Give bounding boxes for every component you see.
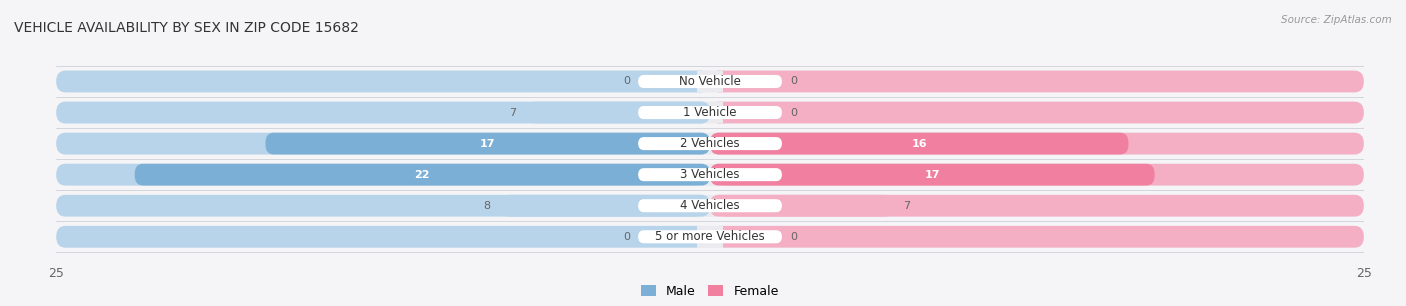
- FancyBboxPatch shape: [135, 164, 710, 185]
- FancyBboxPatch shape: [710, 164, 1364, 185]
- FancyBboxPatch shape: [710, 71, 1364, 92]
- FancyBboxPatch shape: [710, 195, 1364, 217]
- Text: 17: 17: [925, 170, 941, 180]
- FancyBboxPatch shape: [638, 75, 782, 88]
- FancyBboxPatch shape: [638, 168, 782, 181]
- Text: 1 Vehicle: 1 Vehicle: [683, 106, 737, 119]
- FancyBboxPatch shape: [710, 133, 1129, 155]
- FancyBboxPatch shape: [56, 71, 1364, 92]
- FancyBboxPatch shape: [638, 137, 782, 150]
- Text: 3 Vehicles: 3 Vehicles: [681, 168, 740, 181]
- FancyBboxPatch shape: [697, 102, 723, 123]
- FancyBboxPatch shape: [56, 164, 710, 185]
- Text: 0: 0: [623, 76, 630, 87]
- FancyBboxPatch shape: [710, 195, 893, 217]
- Text: 0: 0: [790, 76, 797, 87]
- Text: 0: 0: [790, 107, 797, 118]
- Text: No Vehicle: No Vehicle: [679, 75, 741, 88]
- FancyBboxPatch shape: [56, 226, 1364, 248]
- FancyBboxPatch shape: [56, 133, 1364, 155]
- Text: 8: 8: [484, 201, 491, 211]
- Text: 7: 7: [509, 107, 516, 118]
- FancyBboxPatch shape: [697, 195, 723, 217]
- FancyBboxPatch shape: [56, 102, 1364, 123]
- FancyBboxPatch shape: [710, 164, 1154, 185]
- Text: 22: 22: [415, 170, 430, 180]
- Text: 2 Vehicles: 2 Vehicles: [681, 137, 740, 150]
- FancyBboxPatch shape: [266, 133, 710, 155]
- FancyBboxPatch shape: [710, 133, 1364, 155]
- Text: 17: 17: [479, 139, 495, 149]
- FancyBboxPatch shape: [56, 71, 710, 92]
- FancyBboxPatch shape: [56, 195, 1364, 217]
- FancyBboxPatch shape: [56, 195, 710, 217]
- FancyBboxPatch shape: [638, 230, 782, 243]
- FancyBboxPatch shape: [710, 102, 1364, 123]
- FancyBboxPatch shape: [638, 199, 782, 212]
- FancyBboxPatch shape: [697, 164, 723, 185]
- Text: 16: 16: [911, 139, 927, 149]
- FancyBboxPatch shape: [697, 71, 723, 92]
- FancyBboxPatch shape: [56, 226, 710, 248]
- FancyBboxPatch shape: [710, 226, 1364, 248]
- FancyBboxPatch shape: [697, 226, 723, 248]
- FancyBboxPatch shape: [697, 133, 723, 155]
- Legend: Male, Female: Male, Female: [637, 280, 783, 303]
- Text: 5 or more Vehicles: 5 or more Vehicles: [655, 230, 765, 243]
- Text: 0: 0: [790, 232, 797, 242]
- Text: 0: 0: [623, 232, 630, 242]
- Text: 4 Vehicles: 4 Vehicles: [681, 199, 740, 212]
- FancyBboxPatch shape: [56, 102, 710, 123]
- FancyBboxPatch shape: [56, 133, 710, 155]
- FancyBboxPatch shape: [527, 102, 710, 123]
- Text: 7: 7: [904, 201, 911, 211]
- FancyBboxPatch shape: [56, 164, 1364, 185]
- Text: Source: ZipAtlas.com: Source: ZipAtlas.com: [1281, 15, 1392, 25]
- FancyBboxPatch shape: [638, 106, 782, 119]
- FancyBboxPatch shape: [501, 195, 710, 217]
- Text: VEHICLE AVAILABILITY BY SEX IN ZIP CODE 15682: VEHICLE AVAILABILITY BY SEX IN ZIP CODE …: [14, 21, 359, 35]
